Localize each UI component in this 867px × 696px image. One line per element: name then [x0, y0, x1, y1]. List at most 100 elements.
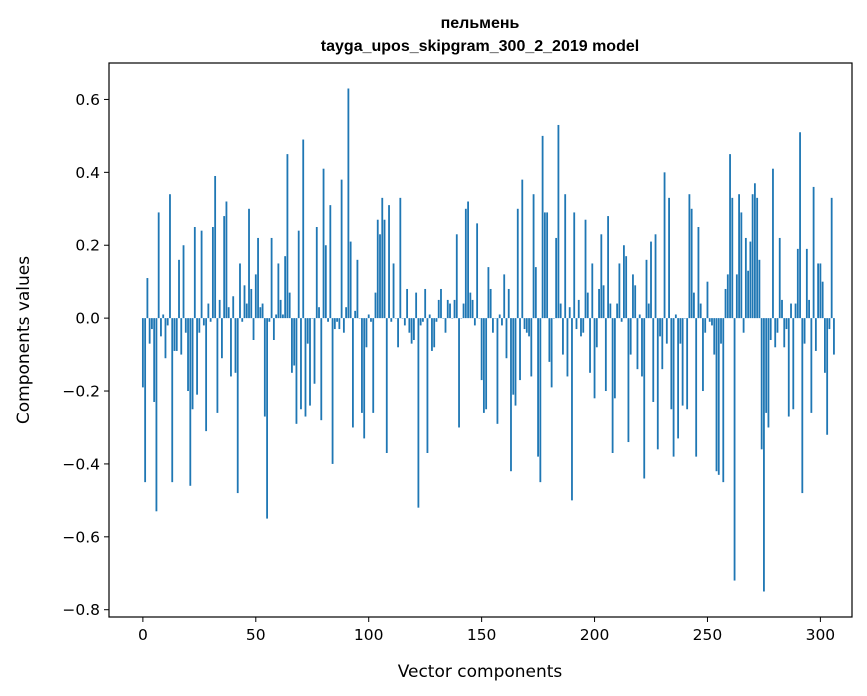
bar [510, 318, 512, 472]
bar [254, 274, 257, 319]
bar [821, 281, 824, 319]
x-tick-label: 50 [246, 626, 266, 644]
bar [796, 248, 799, 319]
bar [464, 208, 467, 319]
bar [333, 318, 336, 330]
bar [523, 318, 526, 330]
bar [412, 318, 415, 340]
bar [740, 212, 743, 319]
bar [388, 205, 390, 319]
bar [792, 318, 795, 410]
bar [548, 318, 551, 362]
bar [367, 314, 370, 319]
chart-title: пельмень [441, 15, 520, 32]
bar [469, 292, 472, 319]
bar [828, 318, 831, 330]
bar [320, 318, 323, 421]
bar [277, 263, 280, 319]
bar [742, 318, 745, 333]
bar [462, 303, 465, 319]
bar [819, 263, 822, 319]
bar [817, 263, 820, 319]
bar [241, 318, 244, 322]
bar [591, 263, 594, 319]
bar [492, 318, 494, 333]
bar [281, 314, 284, 319]
bar [528, 318, 530, 337]
bar [286, 154, 289, 319]
bar [623, 245, 625, 319]
bar [613, 318, 616, 399]
bar [248, 208, 250, 319]
bar [627, 318, 630, 443]
bar [593, 318, 596, 399]
bar [717, 318, 720, 475]
bar [496, 318, 499, 424]
bar [234, 318, 237, 373]
x-tick-label: 200 [580, 626, 610, 644]
bar [629, 318, 632, 355]
bar [160, 318, 162, 337]
bar [270, 237, 273, 319]
bar [697, 227, 700, 319]
bar [153, 318, 156, 402]
bar [379, 234, 381, 319]
bar [704, 318, 707, 333]
bar [769, 318, 772, 340]
bar [643, 318, 646, 479]
bar [566, 318, 569, 377]
y-tick-label: −0.8 [62, 601, 100, 619]
bar [180, 318, 183, 355]
bar [419, 318, 422, 326]
bar [724, 288, 727, 319]
bar [155, 318, 158, 512]
bar [595, 318, 598, 348]
bar [546, 212, 549, 319]
bar [681, 318, 684, 406]
bar [482, 318, 485, 413]
bar [288, 292, 291, 319]
bar [324, 245, 327, 319]
bar [431, 318, 433, 351]
bar [340, 179, 343, 319]
bar [272, 318, 275, 340]
bar [428, 314, 431, 319]
bar [555, 237, 558, 319]
bar [537, 318, 539, 457]
x-axis-label: Vector components [398, 662, 563, 682]
bar [661, 318, 664, 370]
bar [424, 288, 427, 319]
bar [830, 197, 833, 319]
bar [805, 248, 808, 319]
bar [205, 318, 208, 432]
bar [611, 318, 614, 453]
bar [261, 303, 264, 319]
bar [625, 256, 628, 319]
bar [415, 292, 418, 319]
bar [534, 267, 537, 319]
bar [756, 197, 759, 319]
bar [690, 208, 693, 319]
bar [713, 318, 716, 355]
bar [184, 318, 187, 333]
bar [808, 299, 810, 319]
bar [670, 318, 673, 410]
bar [783, 318, 786, 348]
bar [225, 201, 228, 319]
bar [171, 318, 174, 483]
bar [227, 307, 230, 319]
bar [668, 197, 670, 319]
bar [532, 194, 535, 319]
bar [636, 318, 639, 370]
bar [781, 299, 783, 319]
bar [263, 318, 266, 417]
bar [584, 219, 587, 319]
bar [543, 212, 546, 319]
bar [471, 299, 474, 319]
bar [498, 314, 501, 319]
bar [392, 263, 395, 319]
bar [221, 318, 223, 359]
bar [365, 318, 368, 348]
bar [268, 318, 271, 322]
